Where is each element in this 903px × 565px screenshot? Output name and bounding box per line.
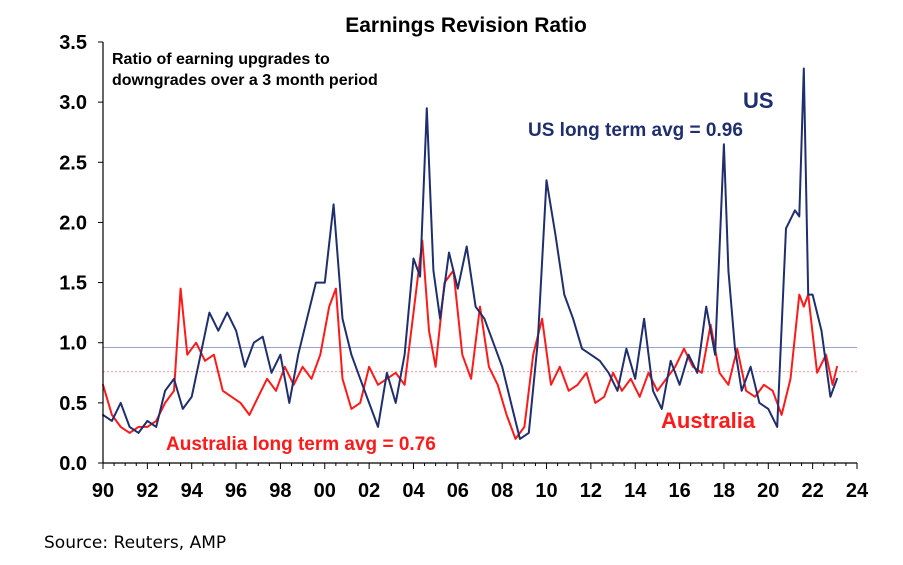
chart-title: Earnings Revision Ratio: [345, 14, 587, 37]
x-tick-label: 02: [358, 480, 380, 502]
y-tick-label: 2.5: [59, 152, 87, 174]
y-tick-label: 0.5: [59, 393, 87, 415]
x-tick-label: 04: [402, 480, 425, 502]
chart-subtitle-line-1: Ratio of earning upgrades to: [112, 51, 330, 68]
source-note: Source: Reuters, AMP: [44, 533, 227, 553]
y-tick-label: 3.5: [59, 32, 87, 54]
us-series-label: US: [743, 88, 774, 113]
x-tick-label: 10: [535, 480, 557, 502]
y-axis: 0.0 0.5 1.0 1.5 2.0 2.5 3.0 3.5: [59, 32, 103, 475]
australia-series-label: Australia: [661, 408, 756, 433]
x-tick-label: 16: [668, 480, 690, 502]
y-tick-label: 1.0: [59, 333, 87, 355]
y-tick-label: 1.5: [59, 273, 87, 295]
x-tick-label: 98: [269, 480, 291, 502]
x-tick-label: 14: [624, 480, 647, 502]
x-tick-label: 94: [181, 480, 204, 502]
x-tick-label: 92: [136, 480, 158, 502]
x-tick-label: 08: [491, 480, 513, 502]
x-tick-label: 18: [713, 480, 735, 502]
x-tick-label: 20: [757, 480, 779, 502]
y-tick-label: 3.0: [59, 92, 87, 114]
australia-long-term-avg-label: Australia long term avg = 0.76: [166, 434, 436, 455]
australia-series-line: [102, 239, 838, 440]
chart-subtitle-line-2: downgrades over a 3 month period: [112, 72, 378, 89]
x-tick-label: 96: [225, 480, 247, 502]
us-series-line: [102, 67, 838, 440]
x-tick-label: 90: [92, 480, 114, 502]
series-lines: [102, 67, 838, 440]
x-tick-label: 22: [802, 480, 824, 502]
x-tick-label: 24: [846, 480, 869, 502]
x-axis: 90 92 94 96 98 00 02 04 06 08 10 12 14 16 18 20 22 24: [92, 463, 869, 502]
x-tick-label: 00: [314, 480, 336, 502]
us-long-term-avg-label: US long term avg = 0.96: [528, 120, 743, 141]
x-tick-label: 06: [447, 480, 469, 502]
earnings-revision-chart: Earnings Revision Ratio Ratio of earning…: [59, 14, 869, 502]
x-tick-label: 12: [580, 480, 602, 502]
y-tick-label: 2.0: [59, 212, 87, 234]
y-tick-label: 0.0: [59, 453, 87, 475]
